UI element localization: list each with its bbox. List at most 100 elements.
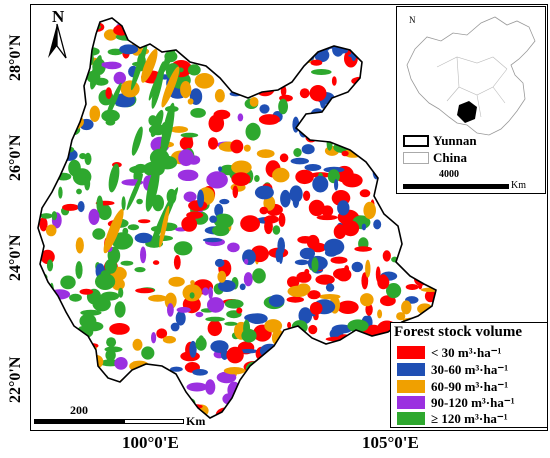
forest-patch [56, 94, 76, 112]
forest-patch [114, 357, 128, 370]
forest-patch [109, 323, 130, 335]
forest-patch [76, 188, 82, 195]
forest-patch [252, 268, 266, 284]
forest-patch [245, 52, 266, 67]
forest-patch [88, 208, 100, 225]
forest-patch [343, 95, 351, 111]
forest-patch [132, 338, 143, 351]
forest-patch [354, 246, 373, 252]
forest-patch [152, 384, 168, 389]
forest-patch [337, 300, 359, 314]
forest-patch [84, 176, 91, 191]
forest-patch [40, 213, 53, 219]
forest-patch [167, 303, 174, 317]
forest-ridge [131, 126, 143, 156]
forest-ridge [130, 42, 148, 91]
forest-patch [107, 404, 117, 409]
forest-patch [141, 346, 155, 360]
forest-patch [62, 203, 79, 211]
forest-patch [127, 224, 140, 231]
forest-patch [123, 408, 142, 417]
forest-patch [323, 33, 328, 40]
forest-patch [124, 409, 131, 418]
forest-patch [73, 28, 90, 38]
forest-patch [295, 169, 314, 185]
forest-patch [63, 342, 79, 355]
forest-patch [161, 18, 168, 26]
forest-ridge [148, 74, 160, 101]
forest-patch [290, 346, 297, 364]
forest-patch [104, 258, 117, 274]
forest-patch [367, 118, 384, 133]
forest-patch [367, 93, 380, 100]
forest-patch [38, 328, 52, 336]
forest-patch [276, 338, 295, 355]
forest-patch [176, 306, 191, 313]
forest-patch [190, 280, 195, 285]
forest-patch [111, 232, 134, 250]
forest-patch [264, 215, 279, 224]
yunnan-swatch [403, 135, 429, 147]
yunnan-region [37, 17, 437, 419]
forest-patch [360, 293, 374, 307]
forest-patch [334, 179, 339, 191]
forest-patch [58, 186, 63, 199]
forest-patch [243, 319, 251, 338]
forest-patch [60, 374, 81, 380]
forest-patch [297, 236, 314, 244]
legend-item-30-60: 30-60 m³·ha⁻¹ [397, 362, 508, 377]
forest-patch [134, 267, 146, 273]
forest-patch [352, 32, 367, 43]
forest-patch [243, 144, 251, 152]
forest-patch [141, 404, 150, 418]
china-swatch [403, 152, 429, 164]
forest-patch [242, 249, 256, 265]
forest-patch [94, 398, 108, 409]
forest-patch [403, 243, 408, 259]
forest-patch [205, 379, 216, 395]
forest-patch [202, 34, 215, 43]
forest-patch [367, 51, 383, 70]
legend-item-90-120: 90-120 m³·ha⁻¹ [397, 395, 515, 410]
forest-ridge [90, 55, 102, 90]
forest-patch [106, 402, 128, 409]
forest-patch [183, 191, 197, 203]
forest-patch [329, 101, 338, 116]
forest-ridge [108, 163, 120, 193]
forest-patch [168, 276, 185, 287]
forest-patch [400, 250, 421, 255]
forest-patch [230, 139, 244, 154]
forest-patch [264, 319, 283, 333]
forest-patch [46, 62, 62, 73]
forest-patch [210, 340, 229, 353]
forest-patch [245, 122, 261, 141]
forest-patch [417, 303, 433, 315]
forest-patch [244, 258, 249, 265]
forest-patch [318, 380, 330, 398]
forest-patch [245, 361, 266, 377]
forest-patch [107, 384, 117, 402]
forest-patch [238, 349, 259, 354]
forest-patch [339, 116, 353, 124]
forest-patch [286, 296, 304, 303]
forest-patch [386, 56, 395, 74]
forest-patch [338, 369, 349, 378]
forest-patch [361, 71, 382, 79]
forest-patch [310, 242, 327, 253]
forest-patch [173, 254, 181, 270]
inset-legend-china-label: China [433, 150, 467, 165]
forest-patch [311, 257, 319, 273]
forest-patch [335, 29, 347, 45]
inset-scale-value: 4000 [439, 169, 459, 180]
forest-patch [177, 169, 199, 181]
forest-patch [181, 216, 198, 232]
legend-swatch [397, 363, 425, 376]
forest-patch [420, 287, 436, 292]
forest-patch [92, 228, 106, 240]
forest-patch [179, 401, 187, 415]
legend-item-lt30: < 30 m³·ha⁻¹ [397, 345, 501, 360]
forest-patch [92, 296, 111, 312]
forest-patch [203, 34, 214, 41]
forest-patch [331, 132, 339, 138]
forest-patch [403, 251, 413, 260]
